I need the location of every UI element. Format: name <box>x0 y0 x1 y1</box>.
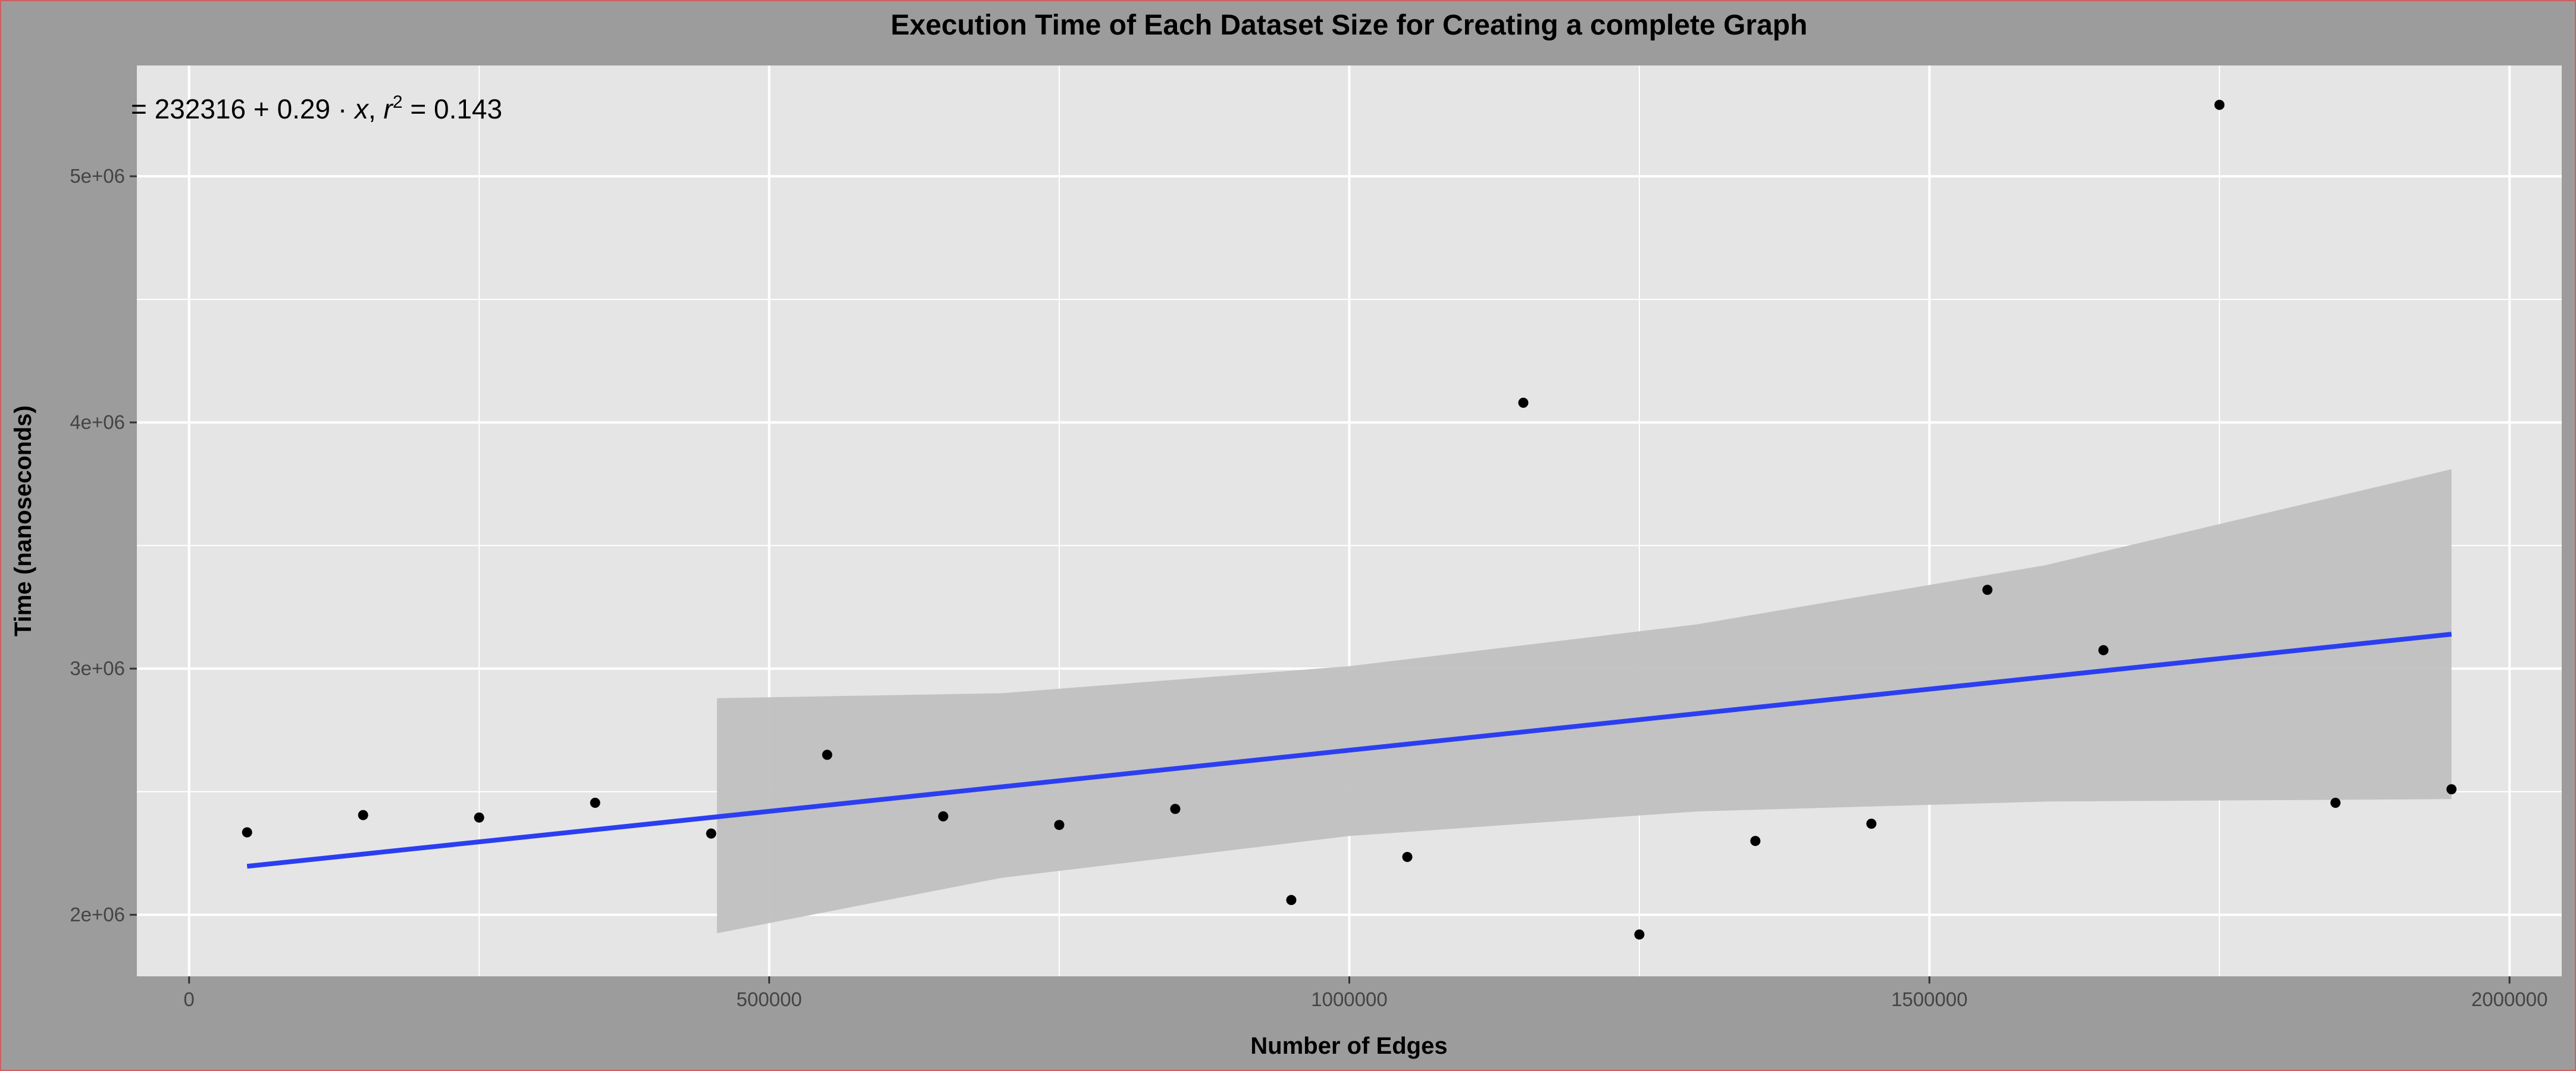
data-point <box>1170 804 1181 814</box>
x-tick-label: 500000 <box>737 988 802 1010</box>
x-tick-label: 0 <box>184 988 195 1010</box>
confidence-band <box>716 469 2452 933</box>
regression-equation: = 232316 + 0.29 · x, r2 = 0.143 <box>131 92 502 124</box>
y-axis: 2e+06 3e+06 4e+06 5e+06 <box>70 165 137 926</box>
data-point <box>822 750 832 760</box>
data-point <box>1866 819 1877 829</box>
fit-line <box>246 632 2452 869</box>
data-point <box>590 797 600 808</box>
data-point <box>358 810 368 820</box>
data-point <box>1518 398 1529 408</box>
data-point <box>474 812 484 823</box>
data-point <box>2446 784 2457 795</box>
data-point <box>1054 820 1065 830</box>
eq-mid: , <box>368 93 384 124</box>
data-point <box>1286 895 1297 905</box>
data-point <box>2098 645 2109 655</box>
fit-line-group <box>246 632 2452 869</box>
x-axis-title: Number of Edges <box>1250 1033 1447 1059</box>
eq-prefix: = 232316 + 0.29 · <box>131 93 355 124</box>
data-point <box>1750 836 1761 847</box>
y-tick-label: 2e+06 <box>70 904 125 926</box>
x-tick-label: 2000000 <box>2471 988 2547 1010</box>
data-point <box>2330 797 2341 808</box>
data-point <box>242 827 252 838</box>
y-axis-title: Time (nanoseconds) <box>10 405 36 636</box>
data-point <box>1982 585 1993 595</box>
x-tick-label: 1500000 <box>1891 988 1967 1010</box>
data-point <box>938 811 949 822</box>
data-point <box>706 828 716 839</box>
data-point <box>2214 99 2225 110</box>
confidence-band-area <box>716 469 2452 933</box>
eq-suffix: = 0.143 <box>403 93 503 124</box>
y-tick-label: 3e+06 <box>70 657 125 679</box>
x-axis: 0 500000 1000000 1500000 2000000 <box>184 976 2548 1010</box>
data-points <box>242 99 2457 940</box>
data-point <box>1402 851 1413 862</box>
data-point <box>1634 929 1645 940</box>
x-tick-label: 1000000 <box>1311 988 1387 1010</box>
chart-title: Execution Time of Each Dataset Size for … <box>891 10 1808 41</box>
eq-sup: 2 <box>393 92 403 112</box>
y-tick-label: 4e+06 <box>70 411 125 433</box>
eq-r: r <box>384 93 394 124</box>
y-tick-label: 5e+06 <box>70 165 125 187</box>
eq-var: x <box>353 93 370 124</box>
